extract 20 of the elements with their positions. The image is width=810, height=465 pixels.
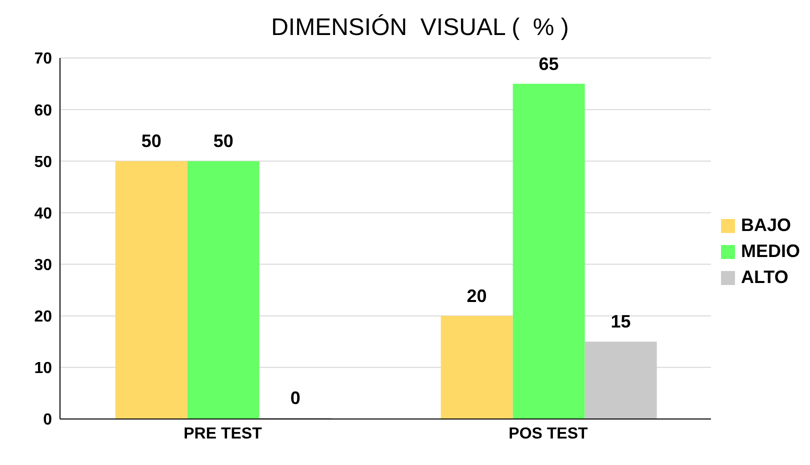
y-tick-label: 50 <box>34 154 52 171</box>
legend-label: ALTO <box>740 267 788 288</box>
data-label: 20 <box>466 286 487 306</box>
data-label: 15 <box>610 312 631 332</box>
chart-title: DIMENSIÓN VISUAL ( % ) <box>270 14 570 42</box>
legend-label: MEDIO <box>740 241 800 262</box>
data-label: 65 <box>538 54 559 74</box>
y-tick-label: 70 <box>34 50 52 68</box>
y-tick-label: 0 <box>43 412 52 429</box>
data-label: 0 <box>290 388 300 408</box>
x-tick-label: PRE TEST <box>184 425 262 442</box>
y-tick-label: 20 <box>34 308 52 326</box>
y-tick-label: 40 <box>34 205 52 222</box>
data-label: 50 <box>141 131 162 152</box>
legend-label: BAJO <box>740 215 791 236</box>
data-label: 50 <box>213 131 234 152</box>
y-tick-label: 10 <box>34 360 52 378</box>
x-tick-label: POS TEST <box>508 425 588 442</box>
y-tick-label: 60 <box>34 102 52 120</box>
y-tick-label: 30 <box>34 256 52 274</box>
